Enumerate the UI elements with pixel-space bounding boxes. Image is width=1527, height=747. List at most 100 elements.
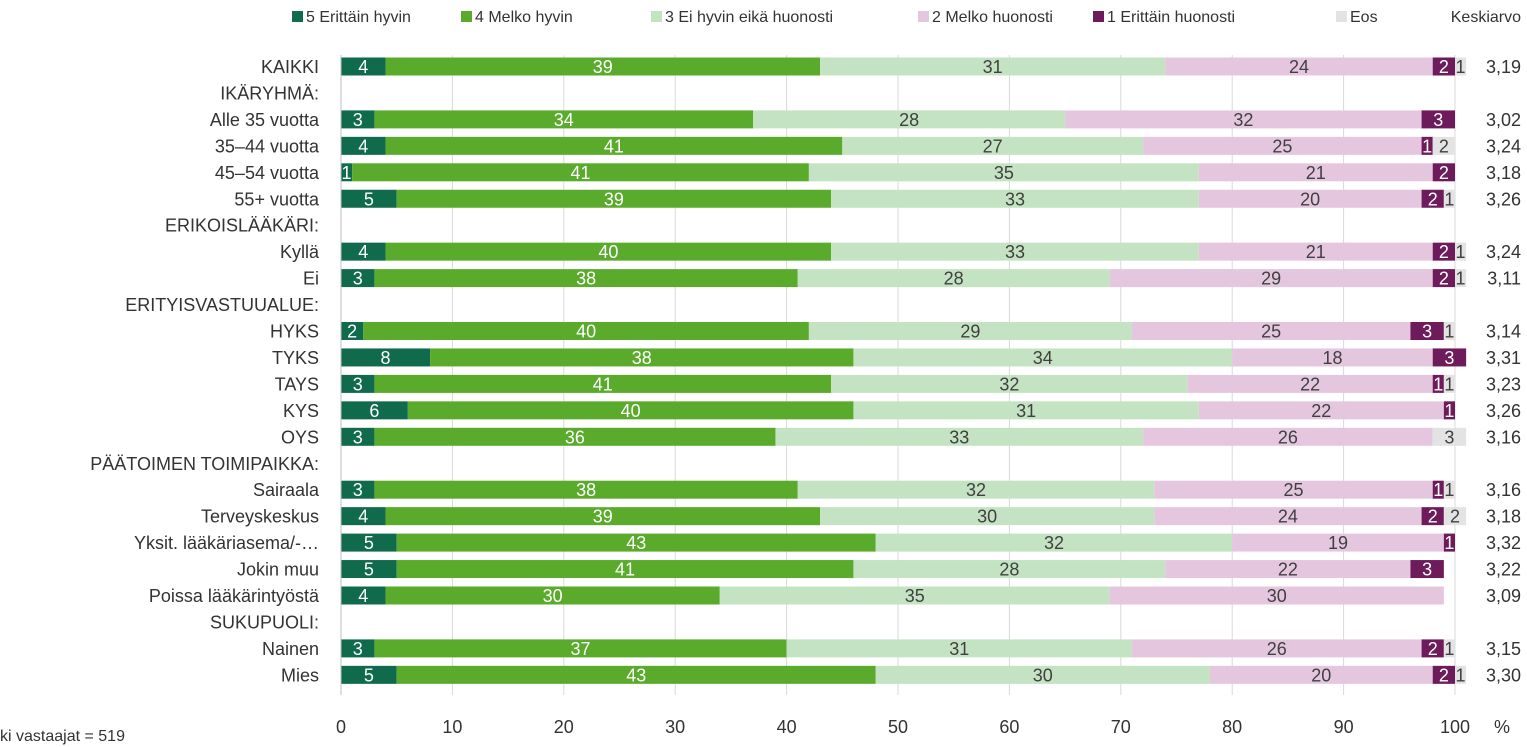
data-label: 4 (358, 136, 368, 156)
bar-segment (1143, 427, 1433, 446)
data-label: 2 (1439, 269, 1449, 289)
data-label: 5 (364, 560, 374, 580)
category-label: Sairaala (253, 480, 320, 500)
legend-swatch (651, 11, 662, 22)
legend-label: 4 Melko hyvin (475, 9, 573, 26)
bar-segment (1432, 242, 1455, 261)
bar-segment (1154, 480, 1433, 499)
data-label: 33 (949, 427, 969, 447)
bar-segment (831, 374, 1188, 393)
bar-segment (1421, 110, 1455, 129)
mean-value: 3,31 (1486, 348, 1521, 368)
bar-segment (396, 189, 832, 208)
mean-value: 3,23 (1486, 374, 1521, 394)
data-label: 4 (358, 242, 368, 262)
bar-segment (808, 322, 1132, 340)
data-label: 41 (570, 163, 590, 183)
data-label: 3 (353, 480, 363, 500)
category-label: KYS (283, 401, 319, 421)
x-tick-label: 40 (777, 717, 797, 737)
data-label: 24 (1278, 507, 1298, 527)
mean-value: 3,02 (1486, 110, 1521, 130)
mean-value: 3,14 (1486, 322, 1521, 342)
data-label: 34 (1033, 348, 1053, 368)
bar-segment (1432, 269, 1455, 288)
bar-segment (853, 560, 1166, 579)
bar-segment (1165, 560, 1411, 579)
data-label: 29 (1261, 269, 1281, 289)
data-label: 43 (626, 665, 646, 685)
bar-segment (352, 163, 809, 182)
bar-segment (1421, 189, 1444, 208)
category-label: Alle 35 vuotta (210, 110, 320, 130)
data-label: 22 (1278, 560, 1298, 580)
bar-segment (374, 110, 754, 129)
data-label: 3 (353, 269, 363, 289)
data-label: 2 (1450, 507, 1460, 527)
data-label: 37 (570, 639, 590, 659)
bar-segment (407, 401, 854, 420)
category-label: Poissa lääkärintyöstä (149, 586, 320, 606)
mean-column-header: Keskiarvo (1451, 9, 1521, 26)
data-label: 30 (977, 507, 997, 527)
data-label: 6 (369, 401, 379, 421)
data-label: 3 (1444, 348, 1454, 368)
bar-segment (374, 269, 798, 288)
bar-segment (831, 189, 1199, 208)
bar-segment (808, 163, 1199, 182)
data-label: 28 (999, 560, 1019, 580)
bar-segment (1443, 189, 1455, 208)
data-label: 21 (1306, 242, 1326, 262)
bar-segment (1232, 348, 1433, 367)
bar-segment (430, 348, 854, 367)
data-label: 5 (364, 189, 374, 209)
data-label: 2 (1428, 639, 1438, 659)
data-label: 27 (983, 136, 1003, 156)
legend-swatch (918, 11, 929, 22)
data-label: 1 (1444, 480, 1454, 500)
data-label: 28 (944, 269, 964, 289)
bar-segment (1065, 110, 1422, 129)
category-label: 55+ vuotta (234, 189, 320, 209)
bar-segment (786, 639, 1132, 658)
bar-segment (1143, 136, 1422, 155)
legend-label: 2 Melko huonosti (932, 9, 1053, 26)
category-label: 35–44 vuotta (215, 136, 320, 156)
bar-segment (385, 586, 720, 605)
data-label: 2 (1439, 242, 1449, 262)
mean-value: 3,26 (1486, 189, 1521, 209)
x-tick-label: 80 (1222, 717, 1242, 737)
mean-value: 3,16 (1486, 480, 1521, 500)
data-label: 4 (358, 57, 368, 77)
bar-segment (1410, 560, 1444, 579)
bar-segment (1410, 322, 1444, 340)
bar-segment (374, 639, 787, 658)
data-label: 4 (358, 507, 368, 527)
respondent-count-note: ki vastaajat = 519 (0, 728, 125, 745)
bar-segment (341, 348, 431, 367)
data-label: 26 (1278, 427, 1298, 447)
data-label: 5 (364, 665, 374, 685)
bar-segment (396, 560, 854, 579)
bar-segment (396, 533, 876, 552)
data-label: 3 (353, 374, 363, 394)
data-label: 20 (1311, 665, 1331, 685)
data-label: 38 (576, 480, 596, 500)
bar-segment (341, 427, 375, 446)
bar-segment (1432, 665, 1455, 684)
x-tick-label: 60 (999, 717, 1019, 737)
bar-segment (341, 533, 397, 552)
data-label: 40 (576, 322, 596, 342)
bar-segment (341, 507, 386, 526)
bar-segment (374, 427, 776, 446)
x-tick-label: 30 (665, 717, 685, 737)
bar-segment (853, 401, 1199, 420)
data-label: 35 (994, 163, 1014, 183)
data-label: 31 (983, 57, 1003, 77)
legend-label: 5 Erittäin hyvin (306, 9, 411, 26)
category-label: Yksit. lääkäriasema/-… (134, 533, 319, 553)
mean-value: 3,18 (1486, 507, 1521, 527)
data-label: 26 (1267, 639, 1287, 659)
bar-segment (385, 507, 821, 526)
bar-segment (341, 57, 386, 76)
